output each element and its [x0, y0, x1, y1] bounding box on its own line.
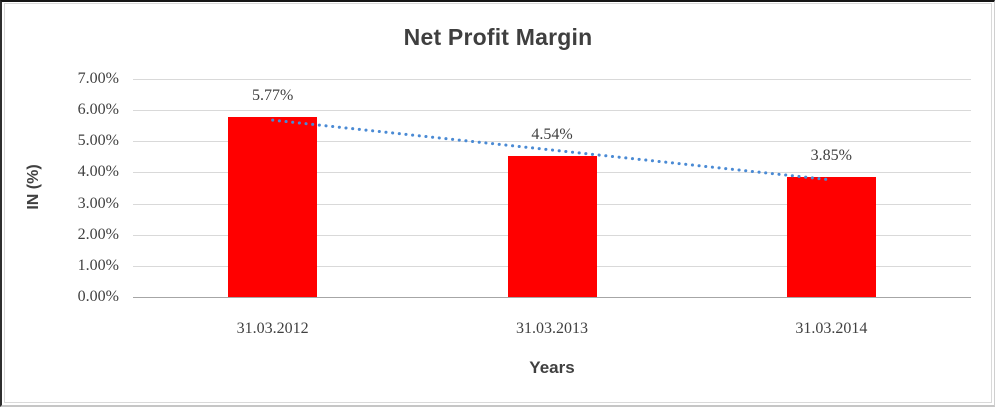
gridline — [133, 79, 971, 80]
bar-31.03.2014 — [786, 177, 876, 297]
bar-31.03.2012 — [228, 117, 318, 297]
trendline-layer — [271, 118, 833, 182]
x-tick-label: 31.03.2014 — [795, 320, 868, 337]
x-axis-line — [133, 297, 971, 298]
chart-title: Net Profit Margin — [403, 24, 593, 50]
y-tick-label: 6.00% — [77, 101, 119, 119]
y-tick-label: 1.00% — [77, 256, 119, 274]
gridline — [133, 110, 971, 112]
bar-data-label: 4.54% — [531, 125, 573, 143]
x-axis-title: Years — [529, 358, 575, 377]
plot-area: 0.00% 1.00% 2.00% 3.00% 4.00% 5.00% 6.00% 7.00%… — [78, 70, 971, 305]
y-tick-label: 5.00% — [77, 132, 119, 150]
bar-31.03.2013 — [507, 155, 597, 297]
bar-data-label: 5.77% — [251, 87, 294, 105]
x-tick-label: 31.03.2012 — [236, 320, 309, 337]
y-tick-label: 4.00% — [77, 163, 119, 181]
y-tick-label: 2.00% — [77, 225, 119, 243]
y-tick-label: 0.00% — [77, 288, 119, 305]
gridline — [133, 141, 971, 143]
bar-data-label: 3.85% — [810, 147, 852, 165]
trendline — [271, 118, 833, 182]
y-tick-label: 7.00% — [77, 70, 119, 87]
y-tick-label: 3.00% — [77, 194, 119, 212]
x-tick-label: 31.03.2013 — [516, 320, 588, 337]
